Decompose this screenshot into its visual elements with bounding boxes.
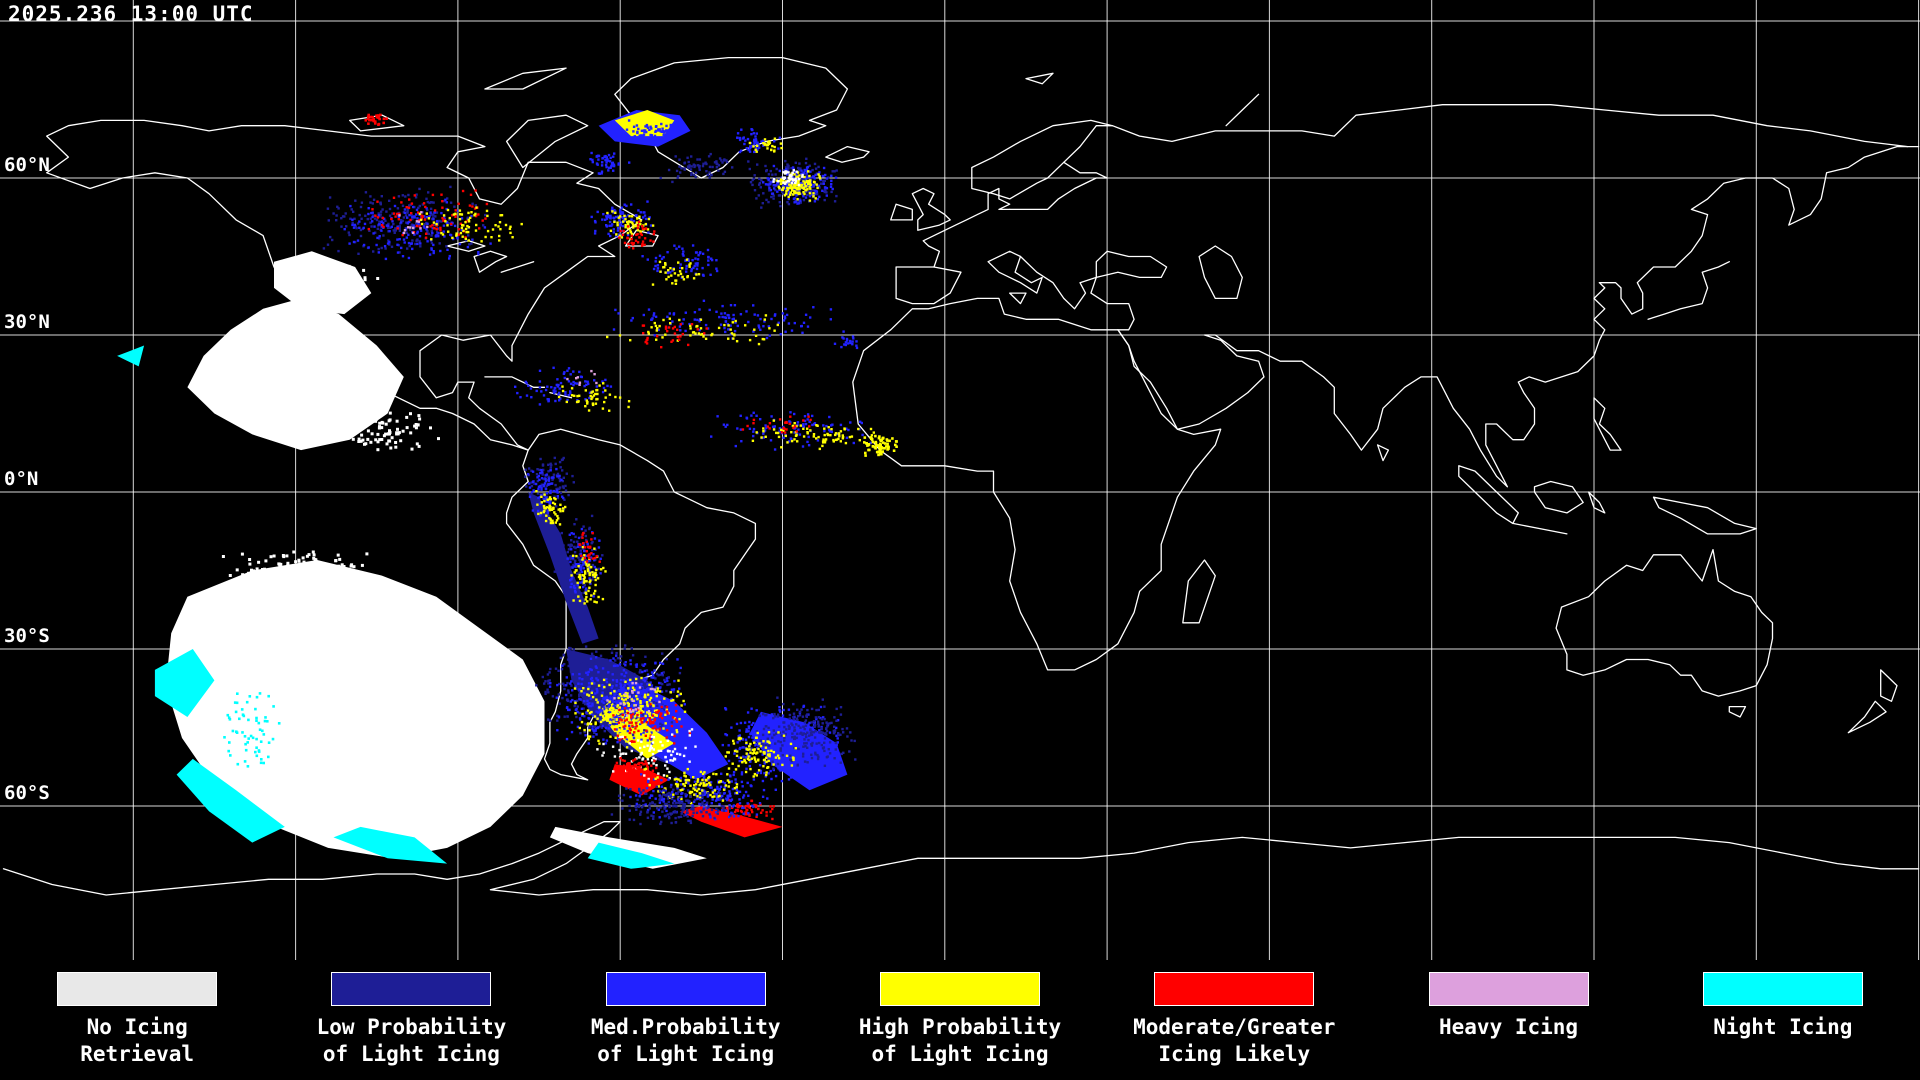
legend-swatch-high-probability	[879, 972, 1040, 1006]
legend-swatch-moderate-greater	[1154, 972, 1315, 1006]
legend-label-line1: Heavy Icing	[1439, 1015, 1579, 1039]
legend-item-low-probability: Low Probability of Light Icing	[274, 960, 548, 1080]
legend-label-line1: Moderate/Greater	[1133, 1015, 1336, 1039]
timestamp: 2025.236 13:00 UTC	[8, 2, 254, 26]
legend-label-line1: Med.Probability	[590, 1015, 781, 1039]
legend-item-med-probability: Med.Probability of Light Icing	[549, 960, 823, 1080]
legend-item-no-icing-retrieval: No Icing Retrieval	[0, 960, 274, 1080]
legend-label-line2: of Light Icing	[597, 1042, 775, 1066]
legend-item-moderate-greater: Moderate/Greater Icing Likely	[1097, 960, 1371, 1080]
legend-label-line1: Night Icing	[1713, 1015, 1853, 1039]
map-area: 60°N 30°N 0°N 30°S 60°S 2025.236 13:00 UTC	[0, 0, 1920, 960]
legend-label-line1: Low Probability	[316, 1015, 507, 1039]
legend-swatch-low-probability	[331, 972, 492, 1006]
legend: No Icing Retrieval Low Probability of Li…	[0, 960, 1920, 1080]
legend-swatch-heavy-icing	[1428, 972, 1589, 1006]
legend-swatch-no-icing	[57, 972, 218, 1006]
legend-label-line1: High Probability	[858, 1015, 1062, 1039]
legend-label-line2	[1646, 1041, 1920, 1068]
legend-label-line2: of Light Icing	[871, 1042, 1049, 1066]
legend-swatch-med-probability	[605, 972, 766, 1006]
legend-swatch-night-icing	[1702, 972, 1863, 1006]
legend-label-line1: No Icing	[86, 1015, 188, 1039]
legend-item-high-probability: High Probability of Light Icing	[823, 960, 1097, 1080]
legend-item-night-icing: Night Icing	[1646, 960, 1920, 1080]
legend-label-line2: Retrieval	[80, 1042, 195, 1066]
legend-label-line2: of Light Icing	[322, 1042, 500, 1066]
legend-label-line2: Icing Likely	[1158, 1042, 1311, 1066]
legend-item-heavy-icing: Heavy Icing	[1371, 960, 1645, 1080]
legend-label-line2	[1371, 1041, 1645, 1068]
world-map: 60°N30°N0°N30°S60°S	[0, 0, 1920, 960]
